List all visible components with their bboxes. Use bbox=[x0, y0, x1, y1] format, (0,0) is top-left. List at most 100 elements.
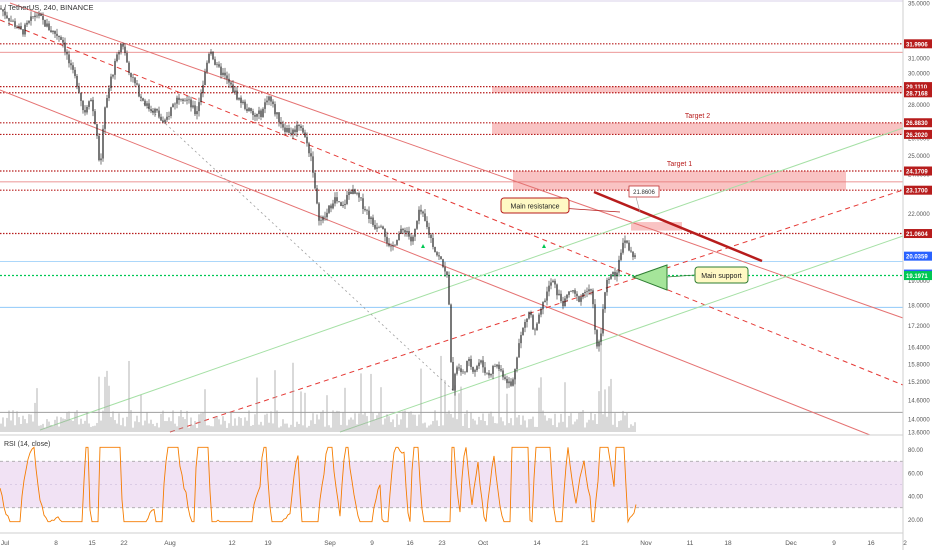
candle-body bbox=[60, 37, 62, 40]
volume-bar bbox=[222, 416, 224, 432]
candle-body bbox=[56, 33, 58, 36]
candle-body bbox=[276, 112, 278, 115]
candle-body bbox=[422, 211, 424, 214]
candle-body bbox=[584, 291, 586, 294]
candle-body bbox=[492, 365, 494, 374]
volume-bar bbox=[102, 410, 104, 432]
candle-body bbox=[260, 110, 262, 117]
volume-bar bbox=[606, 416, 608, 432]
volume-bar bbox=[132, 427, 134, 432]
candle-body bbox=[586, 291, 588, 292]
candle-body bbox=[606, 279, 608, 293]
candle-body bbox=[344, 203, 346, 205]
volume-bar bbox=[424, 422, 426, 432]
candle-body bbox=[312, 156, 314, 173]
volume-bar bbox=[476, 424, 478, 432]
candle-body bbox=[442, 259, 444, 267]
candle-body bbox=[220, 66, 222, 76]
volume-bar bbox=[406, 427, 408, 432]
price-tick-label: 19.0000 bbox=[908, 279, 930, 285]
candle-body bbox=[272, 101, 274, 105]
candle-body bbox=[604, 292, 606, 310]
time-tick-label: 19 bbox=[264, 540, 272, 547]
volume-bar bbox=[256, 377, 258, 432]
volume-bar bbox=[174, 423, 176, 432]
volume-bar bbox=[162, 410, 164, 432]
candle-body bbox=[156, 108, 158, 111]
volume-bar bbox=[360, 373, 362, 432]
volume-bar bbox=[104, 376, 106, 432]
candle-body bbox=[404, 230, 406, 233]
candle-body bbox=[116, 54, 118, 62]
volume-bar bbox=[380, 387, 382, 432]
volume-bar bbox=[202, 412, 204, 432]
candle-body bbox=[386, 236, 388, 244]
price-tag bbox=[904, 251, 932, 261]
price-tick-label: 30.0000 bbox=[908, 71, 930, 77]
rsi-tick-label: 80.00 bbox=[908, 448, 924, 454]
volume-bar bbox=[120, 425, 122, 432]
volume-bar bbox=[86, 411, 88, 432]
volume-bar bbox=[494, 423, 496, 432]
candle-body bbox=[362, 198, 364, 209]
candle-body bbox=[270, 96, 272, 102]
volume-bar bbox=[484, 421, 486, 432]
candle-body bbox=[346, 195, 348, 204]
volume-bar bbox=[536, 426, 538, 432]
candle-body bbox=[92, 99, 94, 112]
volume-bar bbox=[192, 424, 194, 432]
candle-body bbox=[328, 205, 330, 213]
candle-body bbox=[150, 109, 152, 111]
candle-body bbox=[184, 100, 186, 102]
candle-body bbox=[230, 82, 232, 85]
volume-bar bbox=[80, 418, 82, 432]
volume-bar bbox=[624, 415, 626, 432]
candle-body bbox=[124, 46, 126, 54]
candle-body bbox=[428, 226, 430, 235]
volume-bar bbox=[240, 418, 242, 432]
volume-bar bbox=[400, 419, 402, 432]
candle-body bbox=[602, 309, 604, 334]
volume-bar bbox=[628, 427, 630, 432]
volume-bar bbox=[386, 414, 388, 432]
volume-bar bbox=[90, 426, 92, 432]
candle-body bbox=[548, 285, 550, 292]
volume-bar bbox=[370, 373, 372, 432]
candle-body bbox=[516, 357, 518, 370]
volume-bar bbox=[610, 378, 612, 432]
candle-body bbox=[64, 42, 66, 52]
volume-bar bbox=[28, 414, 30, 432]
volume-bar bbox=[614, 413, 616, 432]
volume-bar bbox=[136, 415, 138, 432]
candle-body bbox=[320, 220, 322, 222]
volume-bar bbox=[440, 355, 442, 432]
volume-bar bbox=[632, 425, 634, 432]
trendlines-layer bbox=[0, 2, 904, 436]
candle-body bbox=[134, 77, 136, 84]
candle-body bbox=[350, 191, 352, 195]
volume-bar bbox=[530, 418, 532, 432]
candle-body bbox=[30, 16, 32, 21]
volume-bar bbox=[580, 412, 582, 432]
time-tick-label: 12 bbox=[228, 540, 236, 547]
candle-body bbox=[6, 15, 8, 19]
candle-body bbox=[482, 360, 484, 368]
volume-bar bbox=[534, 426, 536, 432]
candle-body bbox=[334, 197, 336, 204]
candle-body bbox=[20, 26, 22, 30]
volume-bar bbox=[368, 425, 370, 432]
candle-body bbox=[622, 242, 624, 253]
candle-body bbox=[392, 245, 394, 247]
candle-body bbox=[300, 125, 302, 129]
volume-bar bbox=[110, 417, 112, 432]
volume-bar bbox=[74, 412, 76, 432]
candle-body bbox=[556, 284, 558, 296]
volume-bar bbox=[520, 424, 522, 432]
time-tick-label: 8 bbox=[54, 540, 58, 547]
candle-body bbox=[626, 240, 628, 243]
candle-body bbox=[380, 226, 382, 228]
volume-bar bbox=[572, 424, 574, 432]
candle-body bbox=[34, 15, 36, 18]
volume-bar bbox=[250, 425, 252, 432]
